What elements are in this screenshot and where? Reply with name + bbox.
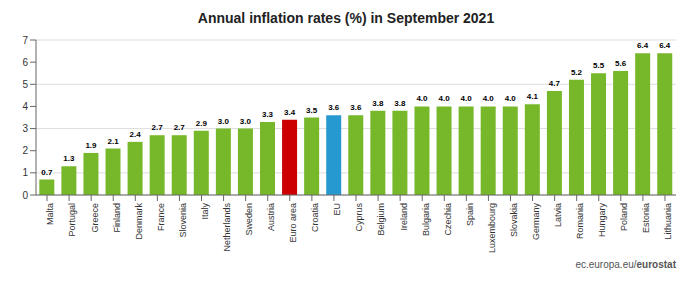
svg-text:Estonia: Estonia: [641, 203, 651, 233]
svg-text:3.0: 3.0: [240, 117, 252, 126]
svg-text:3.5: 3.5: [306, 106, 318, 115]
svg-text:Cyprus: Cyprus: [354, 203, 364, 232]
svg-text:0: 0: [22, 190, 28, 201]
svg-text:6: 6: [22, 57, 28, 68]
svg-text:4.0: 4.0: [505, 94, 517, 103]
svg-text:6.4: 6.4: [659, 41, 671, 50]
svg-text:Poland: Poland: [619, 203, 629, 231]
svg-text:Euro area: Euro area: [288, 203, 298, 243]
svg-text:4.0: 4.0: [438, 94, 450, 103]
svg-text:4.7: 4.7: [549, 79, 561, 88]
svg-text:Spain: Spain: [465, 203, 475, 226]
svg-text:3.3: 3.3: [262, 110, 274, 119]
svg-text:France: France: [156, 203, 166, 231]
svg-text:2.1: 2.1: [107, 137, 119, 146]
svg-text:4.0: 4.0: [461, 94, 473, 103]
svg-text:Finland: Finland: [112, 203, 122, 233]
svg-text:4: 4: [22, 101, 28, 112]
svg-text:Romania: Romania: [575, 203, 585, 239]
svg-text:Malta: Malta: [45, 203, 55, 225]
svg-text:3.4: 3.4: [284, 108, 296, 117]
svg-text:Italy: Italy: [200, 203, 210, 220]
svg-text:Lithuania: Lithuania: [663, 203, 673, 240]
svg-text:Hungary: Hungary: [597, 203, 607, 238]
svg-text:3.8: 3.8: [372, 99, 384, 108]
html-text:ec.europa.eu/ eurostat: ec.europa.eu/ eurostat: [575, 259, 676, 270]
svg-text:Belgium: Belgium: [376, 203, 386, 236]
svg-text:2: 2: [22, 145, 28, 156]
svg-text:2.4: 2.4: [130, 130, 142, 139]
html-text:Annual inflation rates (%) in: Annual inflation rates (%) in September …: [197, 10, 495, 26]
svg-text:Czechia: Czechia: [443, 203, 453, 236]
svg-text:4.0: 4.0: [483, 94, 495, 103]
svg-text:Portugal: Portugal: [67, 203, 77, 237]
svg-text:4.1: 4.1: [527, 92, 539, 101]
svg-text:1.3: 1.3: [63, 154, 75, 163]
svg-text:3.6: 3.6: [328, 103, 340, 112]
svg-text:Slovakia: Slovakia: [509, 203, 519, 237]
svg-text:Bulgaria: Bulgaria: [421, 203, 431, 236]
svg-text:5.2: 5.2: [571, 68, 583, 77]
svg-text:6.4: 6.4: [637, 41, 649, 50]
svg-text:Germany: Germany: [531, 203, 541, 241]
svg-text:1.9: 1.9: [85, 141, 97, 150]
svg-text:Luxembourg: Luxembourg: [487, 203, 497, 253]
svg-text:5.5: 5.5: [593, 61, 605, 70]
svg-text:Slovenia: Slovenia: [178, 203, 188, 238]
svg-text:3.6: 3.6: [350, 103, 362, 112]
svg-text:1: 1: [22, 167, 28, 178]
svg-text:2.9: 2.9: [196, 119, 208, 128]
svg-text:Denmark: Denmark: [134, 203, 144, 240]
svg-text:Latvia: Latvia: [553, 203, 563, 227]
svg-text:EU: EU: [332, 203, 342, 216]
svg-text:Ireland: Ireland: [399, 203, 409, 231]
svg-text:7: 7: [22, 35, 28, 46]
svg-text:4.0: 4.0: [416, 94, 428, 103]
svg-text:2.7: 2.7: [152, 123, 164, 132]
svg-text:3.0: 3.0: [218, 117, 230, 126]
svg-text:Sweden: Sweden: [244, 203, 254, 236]
svg-text:5: 5: [22, 79, 28, 90]
svg-text:Netherlands: Netherlands: [222, 203, 232, 252]
svg-text:3.8: 3.8: [394, 99, 406, 108]
svg-text:Greece: Greece: [90, 203, 100, 233]
svg-text:5.6: 5.6: [615, 59, 627, 68]
svg-text:Croatia: Croatia: [310, 203, 320, 232]
svg-text:Austria: Austria: [266, 203, 276, 231]
svg-text:3: 3: [22, 123, 28, 134]
svg-text:2.7: 2.7: [174, 123, 186, 132]
svg-text:0.7: 0.7: [41, 168, 53, 177]
